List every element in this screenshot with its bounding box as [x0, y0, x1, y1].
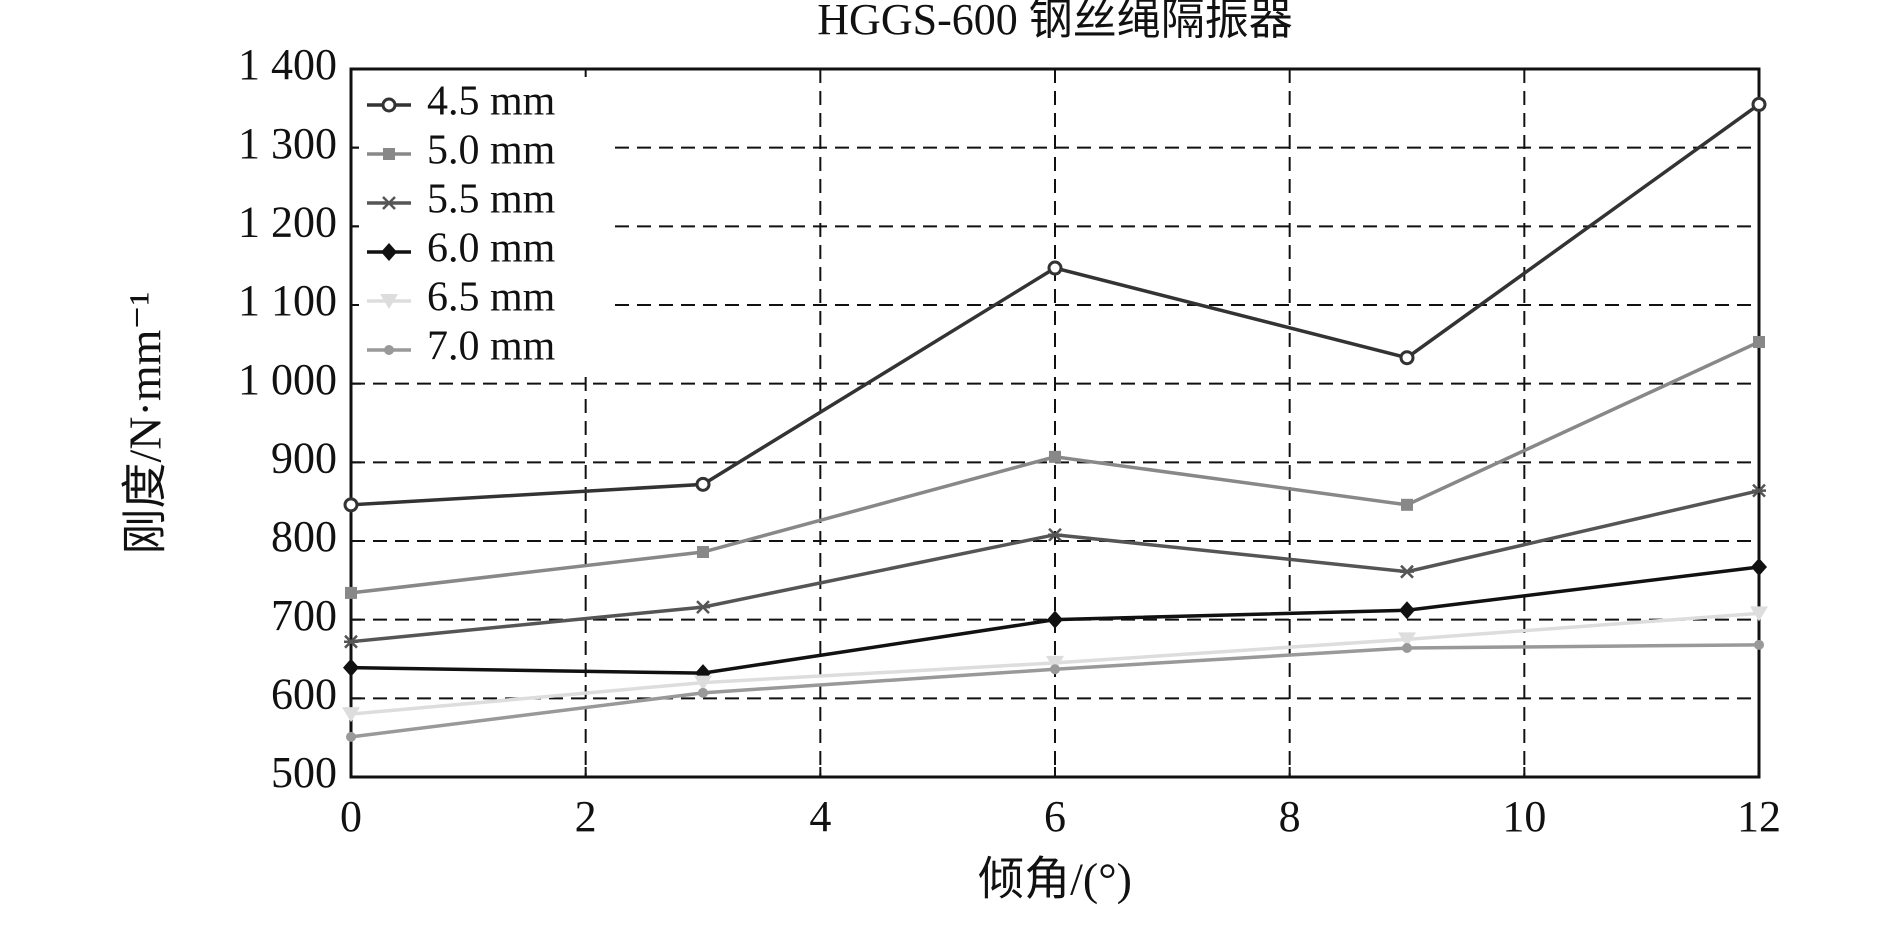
point — [1751, 96, 1767, 112]
point — [1401, 498, 1413, 511]
x-tick-label: 12 — [1737, 792, 1781, 841]
y-tick-label: 800 — [271, 512, 337, 561]
point — [1752, 483, 1766, 498]
y-tick-label: 1 300 — [238, 119, 337, 168]
point — [696, 600, 710, 614]
point — [1399, 350, 1415, 366]
point — [694, 675, 712, 691]
x-tick-label: 8 — [1279, 792, 1301, 841]
point — [698, 687, 708, 698]
y-tick-label: 1 200 — [238, 197, 337, 246]
x-tick-label: 4 — [809, 792, 831, 841]
point — [383, 148, 395, 160]
y-tick-label: 900 — [271, 433, 337, 482]
point — [1050, 664, 1060, 675]
point — [1398, 632, 1416, 648]
point — [1047, 260, 1063, 276]
point — [343, 658, 359, 677]
point — [1750, 606, 1768, 622]
point — [1049, 450, 1061, 463]
y-tick-label: 600 — [271, 669, 337, 718]
chart-title: HGGS-600 钢丝绳隔振器 — [817, 0, 1292, 44]
point — [1754, 639, 1764, 650]
point — [1046, 655, 1064, 671]
point — [1400, 564, 1414, 579]
legend-label: 5.0 mm — [427, 128, 556, 174]
y-tick-label: 700 — [271, 591, 337, 640]
point — [1753, 335, 1765, 348]
x-axis-label: 倾角/(°) — [978, 854, 1132, 905]
point — [346, 731, 356, 742]
point — [1047, 610, 1063, 629]
point — [1402, 642, 1412, 653]
point — [382, 196, 396, 210]
y-tick-label: 1 400 — [238, 40, 337, 89]
plot-frame — [349, 67, 1761, 779]
y-tick-label: 500 — [271, 748, 337, 797]
legend-label: 6.5 mm — [427, 275, 556, 321]
x-tick-label: 0 — [340, 792, 362, 841]
point — [380, 294, 398, 309]
legend: 4.5 mm5.0 mm5.5 mm6.0 mm6.5 mm7.0 mm — [359, 77, 609, 377]
point — [697, 546, 709, 559]
point — [384, 345, 394, 355]
legend-label: 4.5 mm — [427, 79, 556, 125]
legend-label: 7.0 mm — [427, 324, 556, 370]
x-tick-label: 6 — [1044, 792, 1066, 841]
legend-label: 5.5 mm — [427, 177, 556, 223]
point — [1048, 527, 1062, 542]
x-tick-label: 2 — [575, 792, 597, 841]
point — [381, 97, 397, 113]
y-axis-label: 刚度/N·mm⁻¹ — [120, 292, 171, 555]
point — [345, 586, 357, 599]
legend-label: 6.0 mm — [427, 226, 556, 272]
point — [1399, 601, 1415, 620]
y-tick-label: 1 100 — [238, 276, 337, 325]
point — [342, 707, 360, 723]
x-tick-label: 10 — [1502, 792, 1546, 841]
point — [381, 243, 397, 261]
point — [1751, 557, 1767, 576]
point — [695, 476, 711, 492]
point — [344, 634, 358, 649]
legend-background — [359, 77, 609, 377]
point — [343, 497, 359, 513]
y-tick-label: 1 000 — [238, 355, 337, 404]
